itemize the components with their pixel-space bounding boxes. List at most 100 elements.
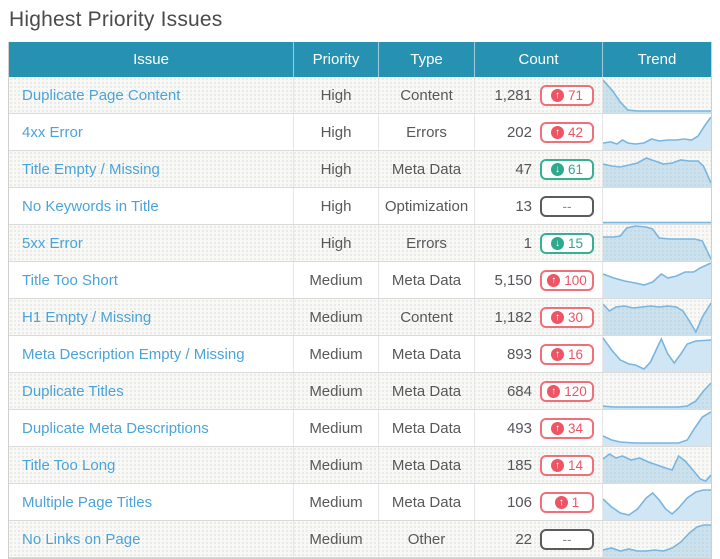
issue-link[interactable]: No Links on Page	[22, 530, 141, 548]
type-cell: Errors	[378, 225, 474, 261]
table-row: Title Empty / Missing High Meta Data 47 …	[9, 151, 711, 188]
issue-cell: Title Too Long	[9, 447, 293, 483]
type-cell: Meta Data	[378, 447, 474, 483]
type-cell: Content	[378, 299, 474, 335]
issue-cell: 5xx Error	[9, 225, 293, 261]
count-cell: 1,182 ↑ 30	[474, 299, 602, 335]
table-row: Duplicate Meta Descriptions Medium Meta …	[9, 410, 711, 447]
issue-cell: Title Too Short	[9, 262, 293, 298]
issue-cell: Duplicate Meta Descriptions	[9, 410, 293, 446]
count-value: 13	[515, 197, 532, 215]
arrow-circle-icon: ↑	[554, 495, 568, 509]
trend-cell	[602, 410, 711, 446]
trend-cell	[602, 151, 711, 187]
type-cell: Meta Data	[378, 151, 474, 187]
trend-cell	[602, 484, 711, 520]
count-cell: 22 --	[474, 521, 602, 557]
type-cell: Meta Data	[378, 262, 474, 298]
count-cell: 202 ↑ 42	[474, 114, 602, 150]
count-value: 684	[506, 382, 532, 400]
change-badge: ↑ 120	[540, 380, 594, 402]
issue-link[interactable]: Meta Description Empty / Missing	[22, 345, 245, 363]
change-badge: --	[540, 528, 594, 550]
arrow-circle-icon: ↑	[550, 125, 564, 139]
change-value: --	[562, 531, 572, 547]
issue-link[interactable]: Multiple Page Titles	[22, 493, 153, 511]
change-value: 16	[567, 346, 584, 362]
table-row: 5xx Error High Errors 1 ↓ 15	[9, 225, 711, 262]
issue-link[interactable]: Duplicate Page Content	[22, 86, 181, 104]
count-value: 493	[506, 419, 532, 437]
change-badge: ↓ 15	[540, 232, 594, 254]
issues-table: Issue Priority Type Count Trend Duplicat…	[8, 42, 712, 559]
priority-cell: High	[293, 114, 378, 150]
change-badge: ↑ 30	[540, 306, 594, 328]
priority-cell: Medium	[293, 373, 378, 409]
trend-cell	[602, 262, 711, 298]
trend-sparkline	[603, 447, 711, 483]
change-badge: ↑ 100	[540, 269, 594, 291]
arrow-circle-icon: ↑	[547, 384, 561, 398]
issue-link[interactable]: 5xx Error	[22, 234, 83, 252]
table-row: 4xx Error High Errors 202 ↑ 42	[9, 114, 711, 151]
priority-cell: Medium	[293, 262, 378, 298]
issue-link[interactable]: Title Empty / Missing	[22, 160, 160, 178]
trend-sparkline	[603, 373, 711, 409]
trend-sparkline	[603, 262, 711, 298]
change-badge: ↓ 61	[540, 158, 594, 180]
change-value: 61	[567, 161, 584, 177]
count-value: 185	[506, 456, 532, 474]
issue-link[interactable]: Duplicate Titles	[22, 382, 124, 400]
priority-cell: Medium	[293, 447, 378, 483]
count-value: 1,182	[494, 308, 532, 326]
count-value: 1	[523, 234, 532, 252]
change-value: 100	[564, 272, 587, 288]
issue-cell: 4xx Error	[9, 114, 293, 150]
count-cell: 893 ↑ 16	[474, 336, 602, 372]
count-value: 893	[506, 345, 532, 363]
issue-cell: No Keywords in Title	[9, 188, 293, 224]
type-cell: Meta Data	[378, 336, 474, 372]
priority-cell: High	[293, 188, 378, 224]
column-header-trend[interactable]: Trend	[602, 42, 711, 77]
trend-cell	[602, 373, 711, 409]
issue-link[interactable]: No Keywords in Title	[22, 197, 159, 215]
column-header-count[interactable]: Count	[474, 42, 602, 77]
priority-cell: Medium	[293, 336, 378, 372]
trend-sparkline	[603, 299, 711, 335]
issue-link[interactable]: 4xx Error	[22, 123, 83, 141]
issue-link[interactable]: H1 Empty / Missing	[22, 308, 152, 326]
trend-sparkline	[603, 410, 711, 446]
change-value: 42	[567, 124, 584, 140]
count-cell: 185 ↑ 14	[474, 447, 602, 483]
type-cell: Other	[378, 521, 474, 557]
issue-cell: Meta Description Empty / Missing	[9, 336, 293, 372]
type-cell: Meta Data	[378, 484, 474, 520]
issue-cell: Duplicate Titles	[9, 373, 293, 409]
issue-cell: Multiple Page Titles	[9, 484, 293, 520]
arrow-circle-icon: ↑	[550, 88, 564, 102]
column-header-issue[interactable]: Issue	[133, 51, 169, 68]
column-header-priority[interactable]: Priority	[293, 42, 378, 77]
table-header-row: Issue Priority Type Count Trend	[9, 42, 711, 77]
change-value: --	[562, 198, 572, 214]
issue-link[interactable]: Title Too Long	[22, 456, 116, 474]
column-header-type[interactable]: Type	[378, 42, 474, 77]
type-cell: Meta Data	[378, 410, 474, 446]
trend-sparkline	[603, 336, 711, 372]
priority-cell: Medium	[293, 410, 378, 446]
change-badge: ↑ 42	[540, 121, 594, 143]
type-cell: Meta Data	[378, 373, 474, 409]
issue-link[interactable]: Title Too Short	[22, 271, 118, 289]
change-badge: ↑ 34	[540, 417, 594, 439]
table-row: Meta Description Empty / Missing Medium …	[9, 336, 711, 373]
table-row: Title Too Short Medium Meta Data 5,150 ↑…	[9, 262, 711, 299]
arrow-circle-icon: ↑	[550, 347, 564, 361]
count-value: 1,281	[494, 86, 532, 104]
priority-cell: Medium	[293, 521, 378, 557]
issue-link[interactable]: Duplicate Meta Descriptions	[22, 419, 209, 437]
change-value: 15	[567, 235, 584, 251]
count-cell: 1 ↓ 15	[474, 225, 602, 261]
count-cell: 493 ↑ 34	[474, 410, 602, 446]
trend-cell	[602, 521, 711, 557]
